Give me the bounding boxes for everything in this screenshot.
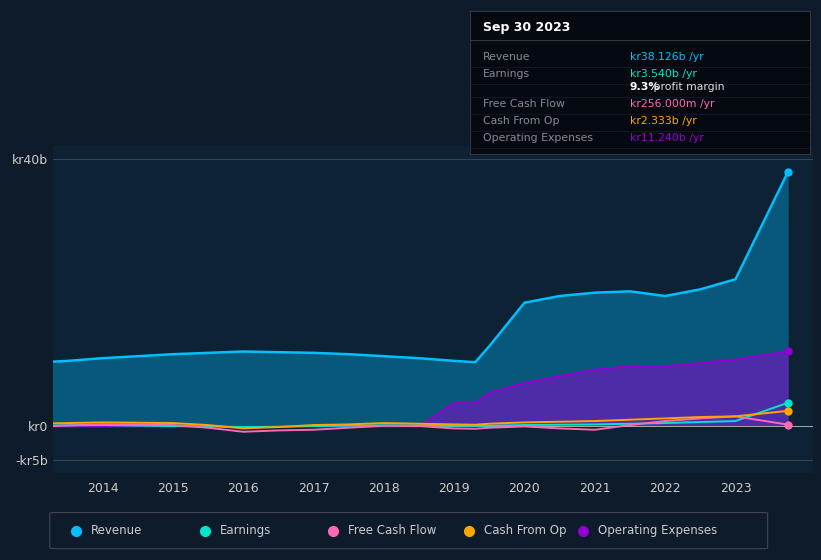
Text: Operating Expenses: Operating Expenses	[599, 524, 718, 537]
Text: Earnings: Earnings	[220, 524, 271, 537]
Text: Earnings: Earnings	[484, 69, 530, 79]
Text: 9.3%: 9.3%	[630, 82, 660, 92]
Text: Free Cash Flow: Free Cash Flow	[348, 524, 437, 537]
Text: Cash From Op: Cash From Op	[484, 116, 560, 126]
Text: kr11.240b /yr: kr11.240b /yr	[630, 133, 704, 143]
Text: Revenue: Revenue	[484, 52, 530, 62]
Text: Operating Expenses: Operating Expenses	[484, 133, 594, 143]
Text: Cash From Op: Cash From Op	[484, 524, 566, 537]
Text: kr38.126b /yr: kr38.126b /yr	[630, 52, 704, 62]
Text: Sep 30 2023: Sep 30 2023	[484, 21, 571, 34]
Text: profit margin: profit margin	[650, 82, 725, 92]
Text: kr3.540b /yr: kr3.540b /yr	[630, 69, 697, 79]
Text: kr2.333b /yr: kr2.333b /yr	[630, 116, 696, 126]
Text: kr256.000m /yr: kr256.000m /yr	[630, 99, 714, 109]
Text: Free Cash Flow: Free Cash Flow	[484, 99, 565, 109]
Text: Revenue: Revenue	[91, 524, 143, 537]
